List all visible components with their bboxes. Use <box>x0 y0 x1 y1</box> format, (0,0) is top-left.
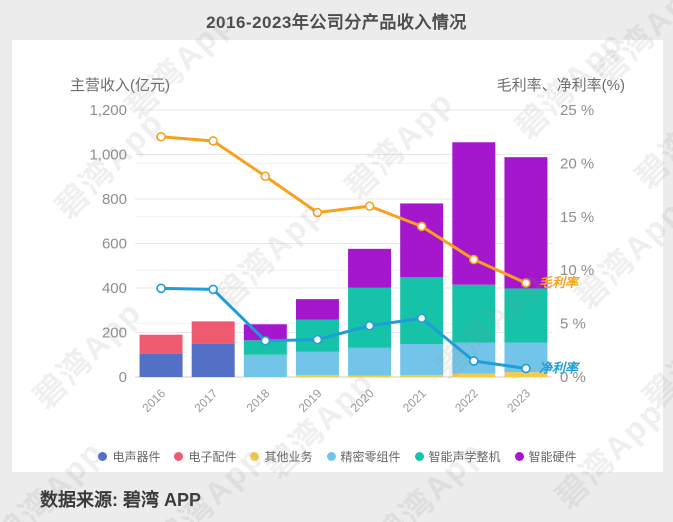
right-axis-tick: 0 % <box>560 369 586 386</box>
legend-dot <box>250 452 260 461</box>
data-point-毛利率[interactable] <box>156 131 166 142</box>
legend-label: 电子配件 <box>188 450 237 464</box>
bar-segment-精密零组件[interactable] <box>348 347 392 376</box>
right-axis-tick: 20 % <box>560 155 594 172</box>
x-axis-label: 2023 <box>504 386 533 415</box>
bar-segment-其他业务[interactable] <box>400 375 444 377</box>
bar-segment-电声器件[interactable] <box>139 353 183 377</box>
x-axis-label: 2022 <box>452 386 481 415</box>
x-axis-label: 2021 <box>400 386 429 415</box>
left-axis-tick: 800 <box>102 191 127 208</box>
line-series-净利率[interactable] <box>159 286 528 370</box>
x-axis-label: 2018 <box>244 386 273 415</box>
chart-title: 2016-2023年公司分产品收入情况 <box>206 13 467 32</box>
legend-dot <box>414 452 424 461</box>
data-point-净利率[interactable] <box>469 356 479 366</box>
data-point-毛利率[interactable] <box>364 201 375 211</box>
x-axis-label: 2017 <box>192 386 221 415</box>
bar-segment-智能声学整机[interactable] <box>243 340 287 355</box>
data-point-净利率[interactable] <box>156 283 166 294</box>
bar-segment-其他业务[interactable] <box>504 372 548 377</box>
bar-segment-精密零组件[interactable] <box>295 351 339 376</box>
legend-label: 智能声学整机 <box>428 450 501 464</box>
left-axis-tick: 1,200 <box>89 102 127 119</box>
data-point-净利率[interactable] <box>260 335 271 346</box>
right-axis-tick: 25 % <box>560 102 594 119</box>
series-end-label-净利率: 净利率 <box>539 360 581 375</box>
bar-segment-智能声学整机[interactable] <box>348 287 392 348</box>
data-point-净利率[interactable] <box>364 320 375 331</box>
bar-segment-智能硬件[interactable] <box>504 157 548 289</box>
legend-dot <box>514 452 524 461</box>
revenue-chart-canvas[interactable]: 25 % 20 % 15 % 10 % 5 % 0 % 1,200 1,000 800 600 40… <box>12 40 663 472</box>
left-axis-tick: 200 <box>102 325 127 342</box>
bar-segment-电子配件[interactable] <box>191 321 235 344</box>
legend-item-智能声学整机[interactable]: 智能声学整机 <box>414 448 501 465</box>
chart-card: 主营收入(亿元) 毛利率、净利率(%) 25 % 20 % 15 % 10 % 5 % 0… <box>12 40 663 472</box>
left-axis-title: 主营收入(亿元) <box>70 77 170 94</box>
data-point-净利率[interactable] <box>521 363 531 374</box>
legend-dot <box>174 452 184 461</box>
legend-item-其他业务[interactable]: 其他业务 <box>250 448 313 465</box>
data-point-毛利率[interactable] <box>312 207 323 218</box>
right-axis-tick: 15 % <box>560 209 594 226</box>
bar-segment-其他业务[interactable] <box>348 375 392 377</box>
x-axis-label: 2020 <box>348 386 377 415</box>
data-source-caption: 数据来源: 碧湾 APP <box>40 490 202 510</box>
bar-segment-精密零组件[interactable] <box>400 344 444 376</box>
legend-dot <box>326 452 336 461</box>
legend-item-智能硬件[interactable]: 智能硬件 <box>514 448 577 465</box>
data-point-毛利率[interactable] <box>416 221 427 232</box>
legend-item-精密零组件[interactable]: 精密零组件 <box>326 448 401 465</box>
left-axis-tick: 1,000 <box>89 147 127 164</box>
legend-label: 其他业务 <box>264 450 313 464</box>
data-point-净利率[interactable] <box>312 334 323 345</box>
bar-segment-智能声学整机[interactable] <box>504 288 548 343</box>
legend-label: 智能硬件 <box>528 450 577 464</box>
x-axis-label: 2019 <box>296 386 325 415</box>
data-point-毛利率[interactable] <box>208 136 218 146</box>
data-point-净利率[interactable] <box>416 313 427 324</box>
series-end-label-毛利率: 毛利率 <box>539 275 581 290</box>
data-point-毛利率[interactable] <box>469 254 479 265</box>
legend-item-电子配件[interactable]: 电子配件 <box>174 448 236 465</box>
legend-label: 精密零组件 <box>340 450 401 464</box>
legend-item-电声器件[interactable]: 电声器件 <box>98 448 160 465</box>
right-axis-title: 毛利率、净利率(%) <box>496 77 625 94</box>
left-axis-tick: 600 <box>102 236 127 253</box>
bar-segment-智能硬件[interactable] <box>348 248 392 288</box>
left-axis-tick: 0 <box>119 369 127 386</box>
line-series-毛利率[interactable] <box>159 135 528 285</box>
bar-segment-智能声学整机[interactable] <box>452 284 496 343</box>
bar-segment-精密零组件[interactable] <box>243 354 287 377</box>
chart-legend: 电声器件 电子配件 其他业务 精密零组件 智能声学整机 智能硬件 <box>12 448 663 465</box>
x-axis-label: 2016 <box>139 386 168 415</box>
bar-segment-其他业务[interactable] <box>295 375 339 377</box>
bar-segment-智能声学整机[interactable] <box>400 277 444 345</box>
right-axis-tick: 10 % <box>560 262 594 279</box>
legend-dot <box>98 452 108 461</box>
bar-segment-电子配件[interactable] <box>139 334 183 354</box>
bar-segment-智能硬件[interactable] <box>295 299 339 320</box>
data-point-毛利率[interactable] <box>521 278 531 288</box>
data-point-毛利率[interactable] <box>260 171 271 182</box>
bar-segment-其他业务[interactable] <box>452 373 496 377</box>
right-axis-tick: 5 % <box>560 316 586 333</box>
legend-label: 电声器件 <box>112 450 161 464</box>
bar-segment-智能硬件[interactable] <box>400 203 444 278</box>
bar-segment-电声器件[interactable] <box>191 343 235 377</box>
left-axis-tick: 400 <box>102 280 127 297</box>
data-point-净利率[interactable] <box>208 284 218 295</box>
